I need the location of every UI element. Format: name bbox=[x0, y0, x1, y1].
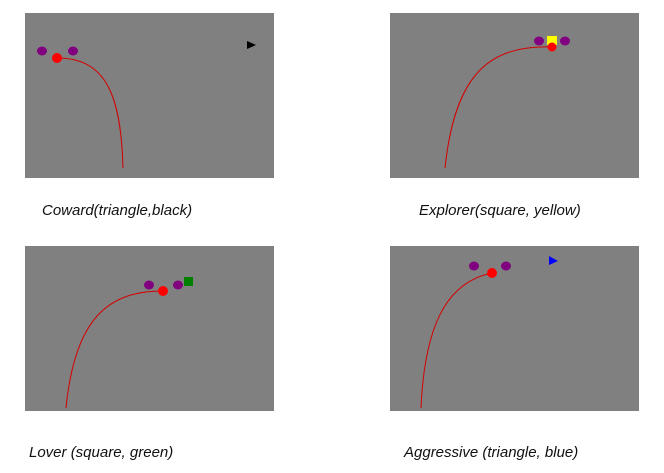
simulation-panel-coward bbox=[25, 13, 274, 178]
stimulus-triangle-blue bbox=[549, 256, 558, 265]
simulation-panel-explorer bbox=[390, 13, 639, 178]
simulation-panel-aggressive bbox=[390, 246, 639, 411]
robot-wheel-right bbox=[560, 36, 570, 46]
simulation-canvas-explorer bbox=[444, 36, 570, 169]
stimulus-square-green bbox=[184, 277, 193, 286]
stimulus-square-yellow bbox=[547, 36, 557, 45]
robot-path bbox=[65, 290, 164, 409]
panel-caption-aggressive: Aggressive (triangle, blue) bbox=[404, 444, 579, 461]
stimulus-triangle-black bbox=[247, 41, 256, 49]
simulation-canvas-aggressive bbox=[420, 256, 558, 409]
robot-wheel-left bbox=[37, 46, 47, 56]
simulation-panel-lover bbox=[25, 246, 274, 411]
panel-caption-coward: Coward(triangle,black) bbox=[42, 202, 193, 219]
robot-wheel-right bbox=[501, 261, 511, 271]
robot-wheel-left bbox=[469, 261, 479, 271]
robot-wheel-left bbox=[144, 280, 154, 290]
robot-body bbox=[158, 286, 168, 296]
robot-path bbox=[444, 46, 553, 169]
robot-path bbox=[56, 57, 124, 169]
robot-path bbox=[420, 272, 493, 409]
robot-wheel-right bbox=[173, 280, 183, 290]
robot-body bbox=[547, 42, 557, 52]
robot-body bbox=[52, 53, 62, 63]
panel-caption-explorer: Explorer(square, yellow) bbox=[419, 202, 581, 219]
simulation-canvas-coward bbox=[37, 41, 256, 169]
robot-body bbox=[487, 268, 497, 278]
robot-wheel-left bbox=[534, 36, 544, 46]
robot-wheel-right bbox=[68, 46, 78, 56]
panel-caption-lover: Lover (square, green) bbox=[29, 444, 174, 461]
simulation-canvas-lover bbox=[65, 277, 193, 409]
